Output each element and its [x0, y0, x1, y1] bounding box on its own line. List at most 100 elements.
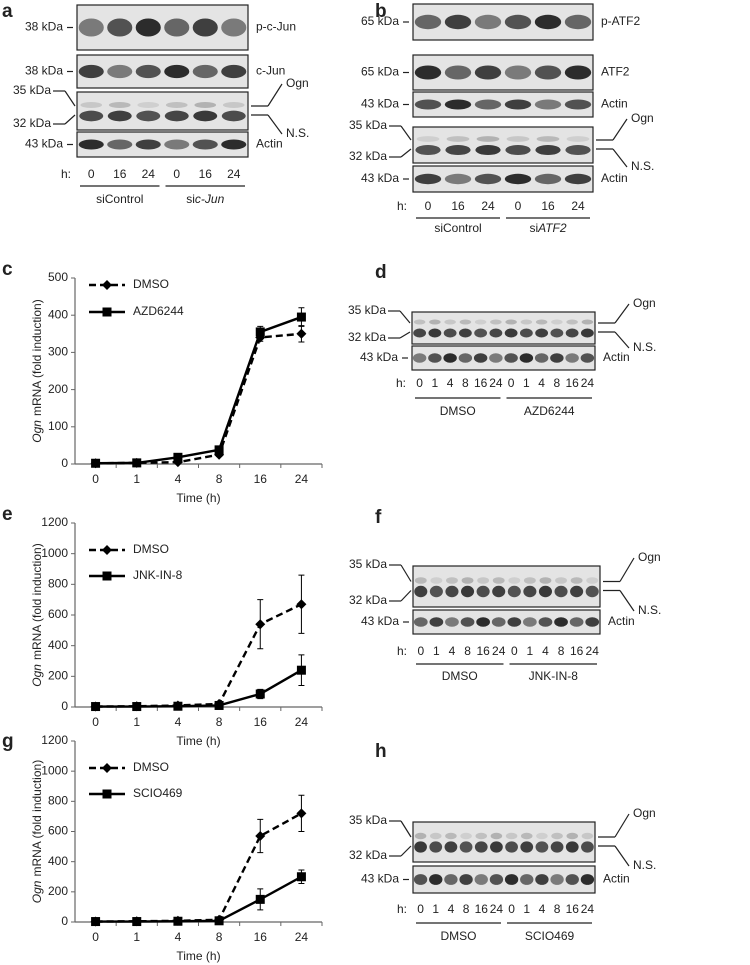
lane-time: 4	[539, 902, 546, 916]
band	[412, 353, 427, 363]
rule	[400, 845, 412, 857]
group-gene: c-Jun	[195, 192, 225, 206]
size-marker: 35 kDa	[348, 303, 386, 317]
band-label: Ogn	[286, 76, 309, 90]
legend-label: DMSO	[133, 277, 169, 291]
band	[581, 319, 594, 325]
band-label: Actin	[256, 137, 283, 151]
band	[80, 101, 103, 109]
lane-time: 24	[581, 376, 595, 390]
y-tick-label: 200	[48, 884, 68, 898]
band	[473, 353, 488, 363]
x-tick-label: 24	[295, 715, 309, 729]
band	[520, 874, 534, 885]
lane-time: 0	[88, 167, 95, 181]
y-tick-label: 400	[48, 307, 68, 321]
lane-time: 0	[425, 199, 432, 213]
blot-strip	[412, 565, 601, 608]
rule	[619, 557, 635, 582]
lane-time: 4	[448, 902, 455, 916]
group-label: DMSO	[441, 929, 477, 943]
band	[504, 328, 518, 338]
lane-time: 4	[538, 376, 545, 390]
lane-time: 24	[581, 902, 595, 916]
band	[507, 617, 522, 627]
band-label: p-c-Jun	[256, 20, 296, 34]
y-axis-title: Ogn mRNA (fold induction)	[30, 299, 44, 442]
band	[194, 101, 217, 109]
band	[580, 874, 595, 885]
y-tick-label: 1000	[41, 763, 68, 777]
size-marker: 43 kDa	[361, 171, 399, 185]
x-tick-label: 4	[175, 472, 182, 486]
rule	[399, 310, 411, 324]
group-text: DMSO	[441, 929, 477, 943]
band	[137, 101, 160, 109]
time-label: h:	[397, 644, 407, 658]
band	[107, 139, 133, 150]
lane-time: 4	[447, 376, 454, 390]
lane-time: 16	[541, 199, 555, 213]
band	[535, 319, 548, 325]
band	[78, 18, 104, 37]
band	[474, 841, 488, 853]
band	[534, 173, 562, 185]
band-label: N.S.	[631, 159, 654, 173]
marker	[173, 701, 183, 711]
band	[444, 99, 472, 110]
rule	[400, 125, 412, 141]
lane-time: 24	[492, 644, 506, 658]
lane-time: 16	[566, 902, 580, 916]
y-tick-label: 400	[48, 638, 68, 652]
size-marker: 35 kDa	[349, 118, 387, 132]
rule	[612, 148, 628, 168]
y-tick-label: 600	[48, 824, 68, 838]
marker	[91, 458, 101, 468]
band	[192, 139, 218, 150]
lane-time: 1	[523, 376, 530, 390]
band	[566, 319, 578, 325]
band	[193, 110, 218, 122]
band	[461, 577, 474, 584]
marker	[255, 619, 266, 630]
band	[221, 110, 246, 122]
band	[538, 617, 553, 627]
band	[551, 319, 563, 325]
marker	[102, 763, 112, 773]
band	[581, 841, 594, 853]
x-tick-label: 4	[175, 930, 182, 944]
band	[444, 874, 458, 885]
size-marker: 65 kDa	[361, 65, 399, 79]
band	[476, 585, 490, 598]
marker	[296, 328, 307, 339]
lane-time: 0	[173, 167, 180, 181]
band	[107, 18, 133, 37]
y-tick-label: 500	[48, 270, 68, 284]
rule	[64, 114, 76, 125]
band	[520, 832, 533, 840]
band	[490, 841, 503, 853]
lane-time: 16	[199, 167, 213, 181]
band	[550, 874, 564, 885]
x-axis-title: Time (h)	[176, 734, 220, 748]
band	[504, 353, 518, 363]
size-marker: 43 kDa	[361, 97, 399, 111]
band	[505, 841, 518, 853]
y-title-gene: Ogn	[30, 664, 44, 687]
band	[506, 136, 530, 142]
band	[414, 99, 442, 110]
lane-time: 24	[490, 902, 504, 916]
x-tick-label: 1	[133, 472, 140, 486]
band	[555, 577, 567, 584]
group-gene: ATF2	[537, 221, 567, 235]
size-marker: 32 kDa	[348, 330, 386, 344]
band	[459, 874, 473, 885]
lane-time: 4	[542, 644, 549, 658]
y-tick-label: 300	[48, 345, 68, 359]
band	[444, 14, 472, 30]
band	[474, 65, 502, 80]
band	[107, 64, 133, 79]
band	[550, 841, 564, 853]
x-tick-label: 0	[92, 715, 99, 729]
blot-strip	[76, 131, 249, 158]
